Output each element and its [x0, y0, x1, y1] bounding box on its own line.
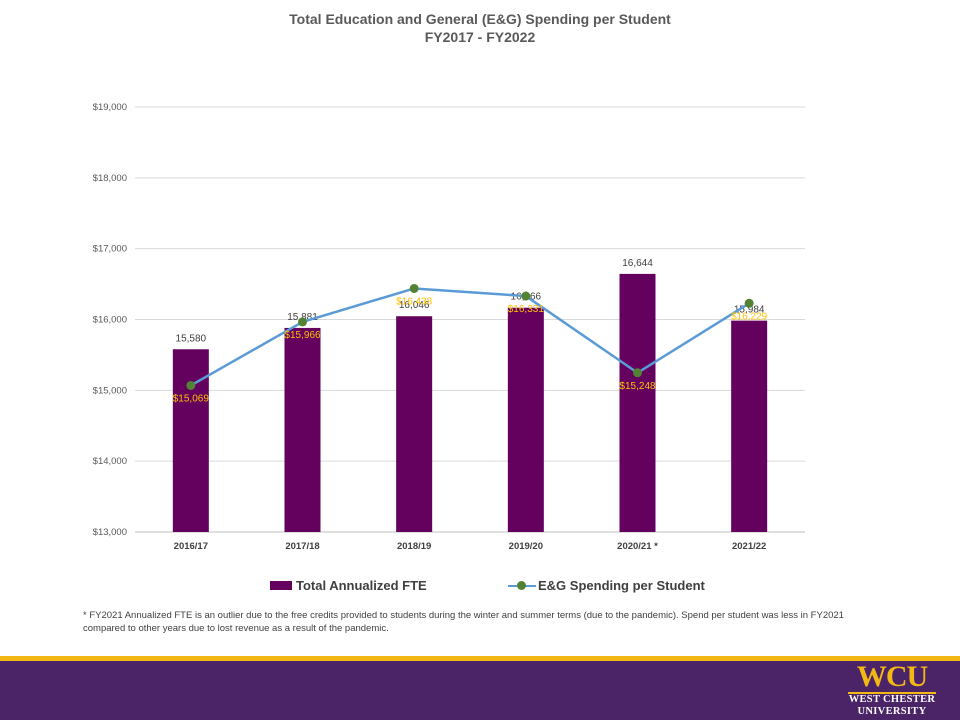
legend-line-swatch — [508, 580, 536, 591]
line-point — [298, 317, 307, 327]
footnote: * FY2021 Annualized FTE is an outlier du… — [83, 610, 844, 634]
legend-label-fte: Total Annualized FTE — [296, 578, 427, 593]
line-data-label: $15,248 — [619, 381, 656, 392]
bar-data-label: 15,984 — [734, 305, 765, 316]
wcu-logo: WCU WEST CHESTER UNIVERSITY — [842, 661, 942, 720]
y-tick-label: $16,000 — [93, 315, 127, 326]
logo-wordmark: WCU — [856, 660, 928, 693]
chart-legend: Total Annualized FTE E&G Spending per St… — [0, 578, 960, 598]
x-tick-label: 2018/19 — [397, 541, 431, 552]
x-tick-label: 2021/22 — [732, 541, 766, 552]
logo-line1: WEST CHESTER — [848, 694, 936, 705]
bar — [284, 327, 321, 532]
y-tick-label: $15,000 — [93, 385, 127, 396]
line-data-label: $16,438 — [396, 296, 433, 307]
line-data-label: $16,331 — [508, 304, 545, 315]
line-point — [521, 291, 531, 301]
bar-data-label: 16,644 — [622, 258, 653, 269]
y-tick-label: $14,000 — [93, 456, 127, 467]
legend-label-spending: E&G Spending per Student — [538, 578, 705, 593]
line-data-label: $15,966 — [284, 330, 321, 341]
chart-title-line1: Total Education and General (E&G) Spendi… — [289, 11, 671, 27]
legend-bar-swatch — [270, 581, 292, 590]
bar-data-label: 15,580 — [176, 333, 207, 344]
x-tick-label: 2019/20 — [509, 541, 543, 552]
y-tick-label: $13,000 — [93, 527, 127, 538]
legend-item-spending: E&G Spending per Student — [508, 578, 705, 593]
chart-title: Total Education and General (E&G) Spendi… — [0, 10, 960, 46]
y-tick-label: $19,000 — [93, 102, 127, 113]
y-tick-label: $18,000 — [93, 173, 127, 184]
chart-title-line2: FY2017 - FY2022 — [424, 29, 536, 45]
line-point — [186, 380, 196, 390]
combo-chart: $13,000 $14,000 $15,000 $16,000 $17,000 $18,0… — [93, 102, 805, 552]
bar — [172, 349, 209, 532]
bar — [731, 320, 768, 532]
logo-rule — [848, 692, 936, 694]
x-tick-label: 2017/18 — [285, 541, 319, 552]
bar — [619, 273, 656, 532]
bar — [396, 316, 433, 532]
bar — [507, 307, 544, 532]
line-data-label: $16,229 — [731, 311, 768, 322]
bar-data-label: 16,046 — [399, 300, 430, 311]
footer-gold-stripe — [0, 656, 960, 661]
x-tick-label: 2020/21 * — [617, 541, 658, 552]
line-point — [744, 298, 754, 308]
series-line — [190, 287, 750, 387]
x-tick-label: 2016/17 — [174, 541, 208, 552]
footer-band — [0, 661, 960, 720]
logo-line2: UNIVERSITY — [857, 706, 927, 717]
line-data-label: $15,069 — [173, 393, 210, 404]
y-tick-label: $17,000 — [93, 244, 127, 255]
line-point — [633, 368, 642, 378]
legend-item-fte: Total Annualized FTE — [270, 578, 427, 593]
line-point — [409, 283, 419, 293]
